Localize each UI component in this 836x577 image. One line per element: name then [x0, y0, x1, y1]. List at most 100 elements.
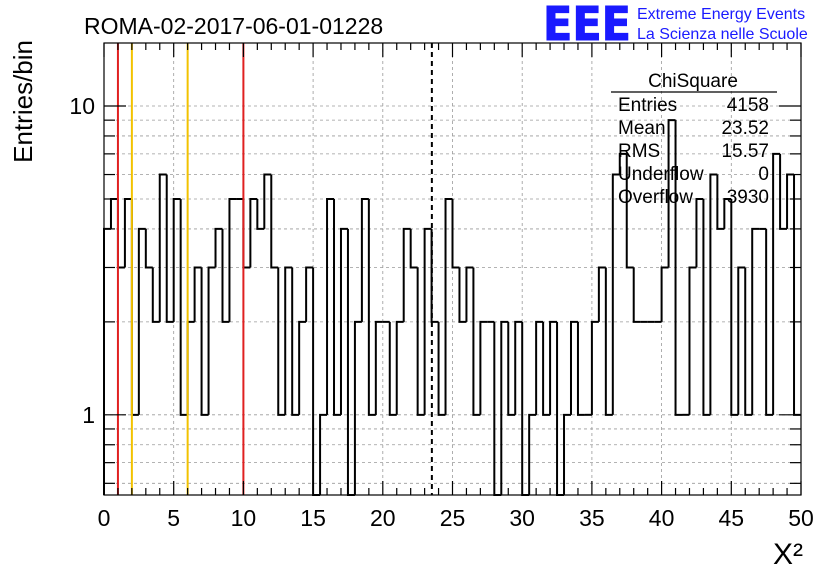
histogram-bin — [186, 320, 195, 415]
logo-line-1: Extreme Energy Events — [637, 6, 805, 23]
histogram-bin — [702, 198, 711, 416]
histogram-bin — [151, 267, 160, 323]
histogram-bin — [144, 228, 153, 269]
histogram-bin — [339, 227, 348, 415]
histogram-bin — [660, 266, 669, 322]
histogram-bin — [590, 320, 599, 415]
histogram-bin — [576, 321, 585, 416]
histogram-bin — [214, 227, 223, 268]
histogram-bin — [158, 173, 167, 322]
eee-logo: EEE Extreme Energy Events La Scienza nel… — [543, 0, 808, 52]
histogram-bin — [535, 320, 544, 415]
axes: 1 10 0 5 10 15 20 25 30 35 40 45 50 — [69, 43, 814, 531]
histogram-bin — [165, 174, 174, 323]
histogram-bin — [444, 197, 453, 415]
histogram-bin — [291, 267, 300, 416]
stats-value-entries: 4158 — [727, 95, 769, 116]
histogram-bin — [179, 198, 188, 416]
histogram-bin — [625, 153, 634, 269]
histogram-bin — [667, 119, 676, 268]
histogram-bin — [479, 320, 488, 415]
histogram-bin — [130, 198, 139, 416]
histogram-bin — [751, 227, 760, 415]
stats-label-rms: RMS — [618, 141, 660, 162]
stats-label-entries: Entries — [618, 95, 677, 116]
histogram-bin — [563, 413, 571, 495]
histogram-bin — [256, 198, 265, 230]
y-tick-label: 1 — [82, 402, 95, 428]
x-tick-label: 10 — [231, 505, 257, 531]
y-tick-label: 10 — [69, 93, 95, 119]
histogram-bin — [367, 198, 376, 416]
stats-value-underflow: 0 — [758, 164, 769, 185]
histogram-bin — [116, 198, 125, 269]
histogram-bin — [312, 267, 321, 496]
histogram-bin — [298, 320, 307, 415]
histogram-bin — [333, 198, 341, 416]
histogram-bin — [604, 267, 613, 416]
histogram-bin — [744, 267, 753, 416]
histogram-bin — [207, 266, 216, 415]
histogram-bin — [109, 197, 118, 229]
histogram-bin — [507, 321, 516, 416]
x-tick-label: 50 — [788, 505, 814, 531]
x-tick-label: 0 — [98, 505, 111, 531]
stats-value-rms: 15.57 — [721, 141, 769, 162]
histogram-bin — [458, 267, 467, 323]
histogram-bin — [305, 266, 314, 322]
histogram-bin — [493, 321, 502, 496]
histogram-bin — [542, 321, 551, 416]
histogram-bin — [723, 197, 732, 229]
histogram-bin — [674, 120, 683, 416]
histogram-bin — [632, 267, 641, 323]
histogram-bin — [709, 173, 718, 415]
histogram-bin — [514, 320, 523, 415]
histogram-bin — [423, 227, 432, 415]
histogram-bin — [772, 152, 781, 415]
histogram-bin — [277, 267, 286, 416]
histogram-bin — [284, 266, 293, 415]
histogram-bin — [346, 228, 355, 496]
histogram-bin — [793, 174, 801, 416]
x-axis-label: X² — [773, 538, 803, 571]
marker-lines — [116, 43, 433, 495]
histogram-bin — [597, 266, 606, 322]
histogram-bin — [765, 228, 774, 416]
histogram-bin — [472, 267, 481, 416]
histogram-bin — [200, 267, 209, 416]
histogram-bin — [779, 153, 788, 230]
histogram-bin — [388, 321, 397, 416]
histogram-bin — [123, 197, 132, 268]
x-tick-label: 35 — [579, 505, 605, 531]
stats-label-mean: Mean — [618, 118, 666, 139]
histogram-bin — [500, 320, 509, 495]
x-tick-label: 45 — [719, 505, 745, 531]
histogram-bin — [242, 198, 251, 269]
histogram-bin — [360, 197, 369, 322]
histogram-bin — [716, 174, 725, 230]
histogram-bin — [521, 321, 530, 496]
histogram-bin — [193, 266, 202, 322]
histogram-bin — [465, 266, 474, 322]
histogram-bin — [409, 228, 418, 269]
histogram-bin — [549, 320, 558, 415]
histogram-bin — [451, 198, 460, 269]
histogram-bin — [688, 266, 697, 415]
histogram-bin — [326, 197, 335, 415]
histogram-bin — [221, 228, 230, 323]
stats-value-mean: 23.52 — [721, 118, 769, 139]
stats-value-overflow: 3930 — [727, 187, 769, 208]
stats-label-underflow: Underflow — [618, 164, 704, 185]
histogram-bin — [556, 321, 565, 496]
histogram-bin — [618, 152, 627, 175]
stats-box-title: ChiSquare — [648, 71, 738, 92]
histogram-bin — [374, 320, 383, 415]
histogram-bin — [249, 197, 258, 268]
histogram-bin — [103, 227, 111, 495]
histogram-bin — [353, 320, 362, 495]
x-tick-label: 5 — [167, 505, 180, 531]
histogram-bin — [270, 174, 279, 269]
histogram-bin — [737, 266, 746, 415]
